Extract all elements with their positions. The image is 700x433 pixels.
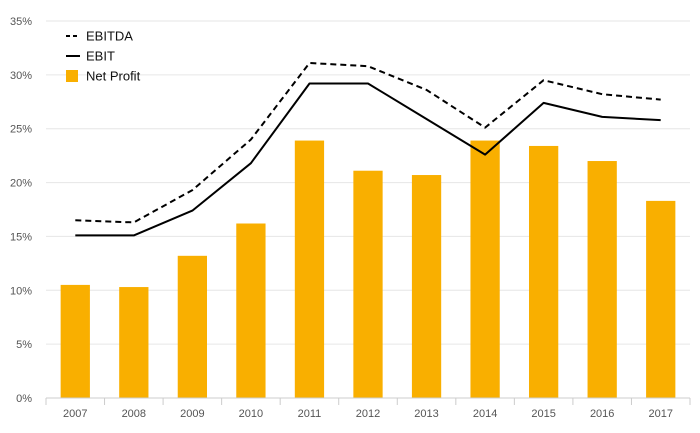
x-tick-label: 2016 — [590, 408, 614, 420]
net-profit-bar — [529, 145, 559, 398]
legend: EBITDA EBIT Net Profit — [66, 29, 141, 84]
legend-net-profit-label: Net Profit — [86, 69, 141, 84]
x-tick-label: 2009 — [180, 408, 204, 420]
x-tick-label: 2013 — [414, 408, 438, 420]
x-tick-label: 2007 — [63, 408, 87, 420]
x-tick-label: 2010 — [239, 408, 263, 420]
x-tick-label: 2015 — [531, 408, 555, 420]
legend-ebit-label: EBIT — [86, 49, 115, 64]
y-tick-label: 20% — [10, 178, 32, 190]
net-profit-bar — [470, 140, 500, 398]
ebit-line — [75, 82, 661, 237]
x-tick-label: 2014 — [473, 408, 497, 420]
y-tick-label: 30% — [10, 70, 32, 82]
x-tick-label: 2012 — [356, 408, 380, 420]
ebitda-line — [75, 62, 661, 224]
net-profit-bar — [119, 287, 149, 398]
legend-net-profit-swatch — [66, 70, 78, 82]
net-profit-bar — [411, 175, 442, 398]
net-profit-bar — [587, 161, 617, 398]
y-tick-label: 5% — [16, 339, 32, 351]
y-tick-label: 25% — [10, 124, 32, 136]
net-profit-bars — [60, 140, 676, 398]
net-profit-bar — [294, 140, 325, 398]
net-profit-bar — [353, 170, 383, 398]
x-tick-label: 2017 — [648, 408, 672, 420]
x-tick-label: 2008 — [122, 408, 146, 420]
axes: 0% 5% 10% 15% 20% 25% 30% 35% 2007 2008 2009 2010 20… — [10, 16, 691, 420]
y-tick-label: 0% — [16, 393, 32, 405]
net-profit-bar — [60, 284, 90, 398]
y-tick-label: 10% — [10, 285, 32, 297]
x-tick-label: 2011 — [298, 408, 322, 420]
net-profit-bar — [177, 255, 207, 398]
y-tick-label: 35% — [10, 16, 32, 28]
y-tick-label: 15% — [10, 231, 32, 243]
net-profit-bar — [236, 223, 266, 398]
net-profit-bar — [646, 200, 676, 398]
legend-ebitda-label: EBITDA — [86, 29, 133, 44]
line-series — [75, 62, 661, 237]
